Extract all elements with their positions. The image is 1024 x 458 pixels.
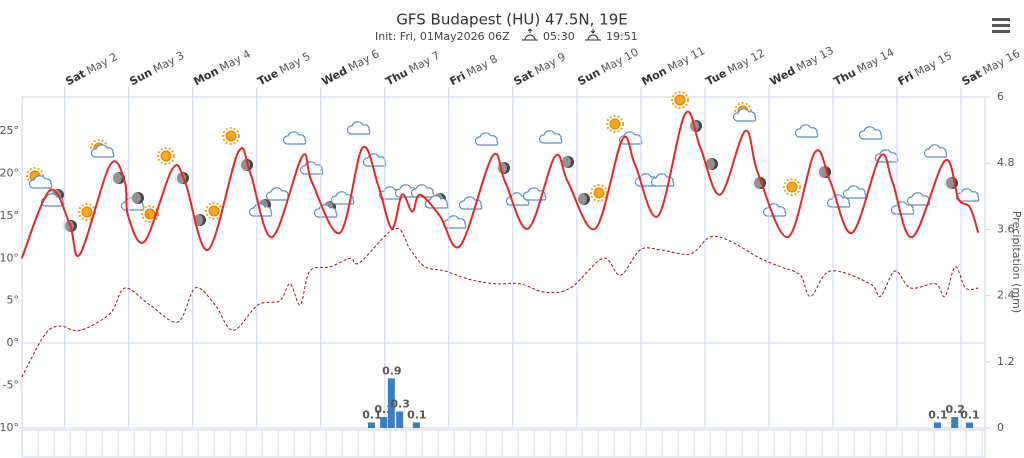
bar-label: 0.9: [382, 364, 402, 377]
precip-bar: [951, 416, 959, 428]
sunset-icon: [585, 29, 601, 41]
precip-bar: [368, 422, 376, 428]
x-tick-weekday: Sat: [960, 67, 984, 88]
bar-label: 0.1: [960, 408, 980, 421]
x-tick-weekday: Wed: [768, 64, 798, 88]
x-tick-label: MonMay 11: [640, 44, 708, 88]
x-tick-label: WedMay 13: [768, 44, 836, 88]
y-tick-label: -5°: [3, 379, 19, 392]
y-tick-label: 5°: [7, 294, 20, 307]
y-tick-label: 10°: [0, 251, 19, 264]
x-tick-date: May 3: [151, 49, 186, 76]
x-tick-date: May 16: [981, 47, 1023, 77]
x-tick-label: TueMay 12: [704, 46, 767, 88]
x-tick-weekday: Mon: [191, 64, 220, 88]
x-tick-weekday: Fri: [448, 69, 468, 88]
bar-label: 0.3: [390, 397, 410, 410]
bar-label: 0.2: [945, 403, 965, 416]
y2-tick-label: 0: [997, 421, 1004, 434]
x-tick-weekday: Thu: [384, 66, 411, 88]
x-tick-weekday: Wed: [319, 64, 349, 88]
y2-tick-label: 4.8: [997, 156, 1015, 169]
weather-icons: [26, 91, 980, 232]
wind-frame: [21, 429, 986, 458]
wind-row: [21, 429, 986, 458]
bar-label: 0.1: [362, 408, 382, 421]
x-tick-label: SatMay 9: [512, 50, 568, 88]
x-tick-label: SunMay 3: [127, 49, 186, 89]
x-tick-label: MonMay 4: [191, 47, 252, 88]
x-tick-weekday: Mon: [640, 64, 669, 88]
x-tick-date: May 6: [346, 47, 381, 74]
menu-button[interactable]: [992, 18, 1010, 33]
y2-tick-label: 3.6: [997, 222, 1015, 235]
x-tick-date: May 7: [407, 49, 442, 76]
x-tick-label: TueMay 5: [255, 50, 312, 89]
dewpoint-line: [21, 228, 979, 378]
subtitle: Init: Fri, 01May2026 06Z: [375, 30, 510, 43]
x-tick-weekday: Thu: [832, 66, 859, 88]
x-tick-label: ThuMay 7: [384, 49, 443, 88]
precip-bar: [933, 422, 941, 428]
x-tick-label: WedMay 6: [319, 47, 381, 88]
x-tick-date: May 12: [725, 46, 767, 76]
x-tick-weekday: Sat: [63, 67, 87, 88]
bar-label: 0.1: [407, 408, 427, 421]
sunset-time: 19:51: [606, 30, 638, 43]
x-tick-weekday: Tue: [255, 67, 280, 89]
sunrise-icon: [522, 28, 538, 41]
precip-bar: [412, 422, 420, 428]
chart-title: GFS Budapest (HU) 47.5N, 19E: [396, 11, 627, 29]
x-tick-weekday: Sun: [576, 66, 603, 89]
x-tick-date: May 4: [217, 47, 252, 74]
x-tick-date: May 11: [666, 44, 708, 74]
x-tick-label: SunMay 10: [576, 45, 641, 88]
precip-bar: [965, 422, 973, 428]
plot-frame: [21, 96, 986, 429]
sunrise-time: 05:30: [543, 30, 575, 43]
x-tick-date: May 9: [532, 50, 567, 77]
y-tick-label: 0°: [7, 336, 20, 349]
y2-tick-label: 6: [997, 90, 1004, 103]
y-tick-label: -10°: [0, 421, 19, 434]
x-tick-weekday: Fri: [896, 69, 916, 88]
x-tick-date: May 15: [912, 49, 954, 79]
temperature-line: [20, 110, 980, 259]
x-tick-date: May 2: [84, 50, 119, 77]
x-tick-weekday: Tue: [704, 67, 729, 89]
precip-bar: [380, 416, 388, 428]
x-tick-date: May 14: [855, 46, 897, 76]
y2-tick-label: 1.2: [997, 355, 1015, 368]
x-tick-date: May 10: [599, 45, 641, 75]
x-tick-label: ThuMay 14: [832, 46, 897, 89]
precip-bar: [387, 378, 395, 428]
y2-axis-label: Precipitation (mm): [1010, 211, 1023, 313]
y2-tick-label: 2.4: [997, 289, 1015, 302]
precip-bar: [396, 411, 404, 428]
x-tick-weekday: Sat: [512, 67, 536, 88]
x-tick-label: FriMay 15: [896, 49, 954, 88]
x-tick-date: May 8: [464, 52, 499, 79]
x-tick-label: FriMay 8: [448, 52, 500, 88]
y-tick-label: 25°: [0, 124, 19, 137]
x-tick-date: May 5: [277, 50, 312, 77]
x-tick-weekday: Sun: [127, 66, 154, 89]
x-tick-label: SatMay 16: [960, 47, 1022, 88]
x-tick-label: SatMay 2: [63, 50, 119, 88]
y-tick-label: 15°: [0, 209, 19, 222]
x-tick-date: May 13: [794, 44, 836, 74]
bar-label: 0.1: [928, 408, 948, 421]
y-tick-label: 20°: [0, 166, 19, 179]
